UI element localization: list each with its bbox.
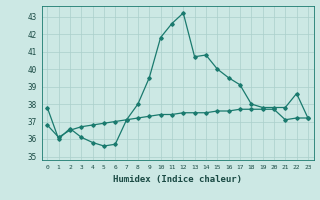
X-axis label: Humidex (Indice chaleur): Humidex (Indice chaleur) bbox=[113, 175, 242, 184]
